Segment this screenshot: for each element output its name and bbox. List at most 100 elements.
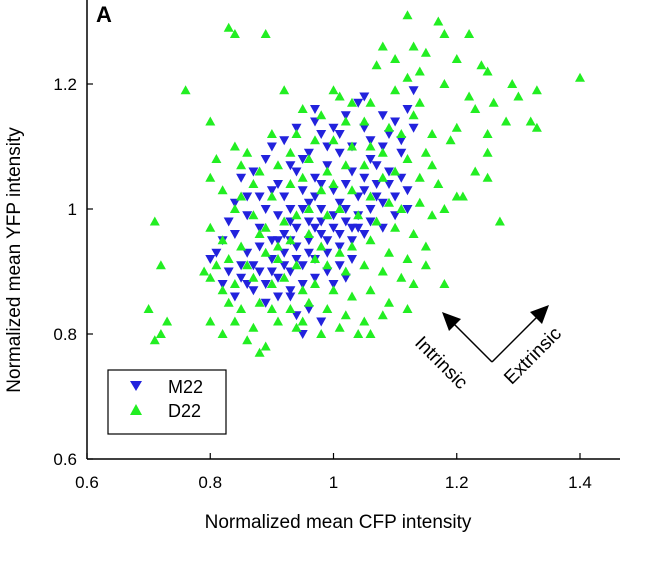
legend-label-d22: D22: [168, 401, 201, 421]
point-m22: [377, 198, 388, 208]
point-d22: [334, 204, 345, 213]
point-d22: [279, 216, 290, 226]
point-d22: [451, 54, 462, 63]
point-d22: [396, 129, 407, 138]
point-d22: [242, 335, 253, 345]
point-m22: [359, 186, 370, 196]
x-tick-label: 0.6: [75, 473, 99, 492]
point-d22: [285, 147, 296, 157]
point-d22: [365, 329, 376, 338]
point-d22: [248, 210, 259, 220]
point-m22: [402, 205, 413, 214]
point-m22: [322, 248, 333, 258]
point-m22: [291, 311, 302, 321]
point-d22: [266, 279, 277, 288]
point-d22: [408, 229, 419, 238]
point-d22: [427, 160, 438, 170]
point-m22: [273, 273, 283, 283]
point-d22: [507, 79, 518, 88]
point-m22: [285, 286, 296, 296]
point-d22: [155, 329, 166, 338]
point-d22: [347, 97, 357, 107]
point-d22: [260, 247, 271, 257]
point-d22: [371, 216, 382, 226]
point-m22: [217, 280, 228, 289]
point-m22: [390, 117, 401, 127]
point-m22: [254, 223, 265, 233]
point-m22: [229, 198, 240, 208]
point-d22: [439, 29, 450, 38]
point-d22: [439, 79, 450, 88]
point-m22: [353, 98, 364, 108]
point-d22: [359, 116, 370, 126]
point-m22: [236, 173, 247, 183]
point-m22: [303, 148, 314, 158]
point-d22: [229, 279, 240, 288]
point-m22: [260, 280, 271, 289]
point-d22: [223, 254, 234, 263]
point-m22: [322, 142, 333, 152]
point-m22: [273, 180, 283, 189]
point-m22: [297, 186, 308, 196]
point-d22: [155, 260, 166, 270]
point-d22: [273, 254, 283, 263]
point-d22: [420, 47, 431, 57]
point-m22: [285, 161, 296, 171]
point-d22: [482, 147, 493, 157]
legend-marker-d22: [130, 404, 142, 415]
point-d22: [531, 85, 542, 95]
legend-box: [107, 369, 227, 435]
point-m22: [334, 198, 345, 208]
point-d22: [334, 247, 345, 257]
point-m22: [297, 205, 308, 214]
point-m22: [248, 286, 259, 296]
point-d22: [451, 122, 462, 132]
point-d22: [229, 204, 240, 213]
point-d22: [328, 85, 339, 95]
point-m22: [396, 173, 407, 183]
legend: M22 D22: [107, 369, 227, 435]
point-d22: [365, 285, 376, 295]
point-m22: [285, 292, 296, 302]
point-m22: [211, 248, 222, 258]
point-d22: [377, 147, 388, 157]
point-m22: [297, 280, 308, 289]
point-d22: [347, 291, 357, 301]
point-m22: [260, 298, 271, 308]
plot-points: [143, 10, 585, 357]
intrinsic-extrinsic-arrows: [442, 305, 549, 363]
point-d22: [254, 166, 265, 176]
point-d22: [377, 310, 388, 320]
point-m22: [303, 217, 314, 227]
point-d22: [248, 322, 259, 332]
point-d22: [279, 272, 290, 282]
point-d22: [359, 160, 370, 170]
point-m22: [390, 192, 401, 202]
point-d22: [414, 97, 425, 107]
point-m22: [322, 236, 333, 246]
point-d22: [273, 316, 283, 326]
y-axis-ticks: 0.6 0.8 1 1.2: [53, 75, 93, 469]
point-d22: [205, 116, 216, 126]
point-d22: [316, 110, 327, 120]
point-d22: [365, 97, 376, 107]
point-d22: [149, 216, 160, 226]
point-d22: [297, 104, 308, 113]
intrinsic-arrow-shaft: [449, 319, 493, 363]
point-d22: [273, 241, 283, 251]
point-d22: [340, 310, 351, 320]
point-m22: [371, 192, 382, 202]
point-m22: [291, 223, 302, 233]
point-d22: [322, 166, 333, 176]
point-m22: [291, 255, 302, 264]
y-tick-label: 1.2: [53, 75, 77, 94]
point-d22: [427, 129, 438, 138]
point-d22: [217, 235, 228, 245]
legend-marker-m22: [130, 381, 142, 391]
point-m22: [408, 123, 419, 133]
point-d22: [242, 260, 253, 270]
point-d22: [328, 285, 339, 295]
point-m22: [408, 86, 419, 96]
point-m22: [236, 273, 247, 283]
point-d22: [242, 147, 253, 157]
